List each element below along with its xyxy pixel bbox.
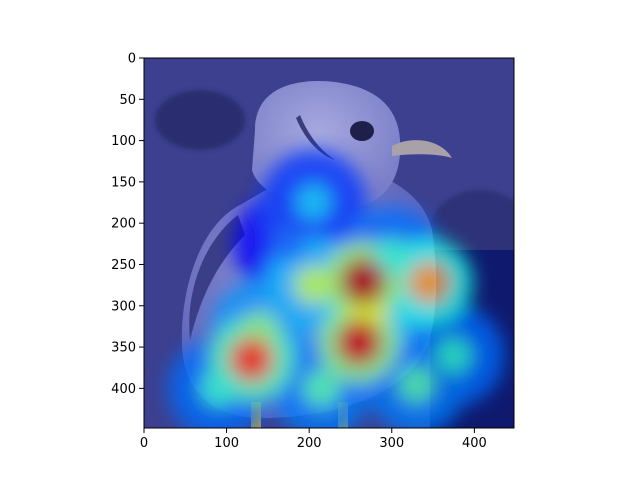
plot-area (144, 58, 514, 428)
heat-blob (296, 185, 331, 220)
heat-blob (272, 227, 305, 261)
heat-blob (339, 257, 387, 305)
heat-blob (407, 261, 451, 304)
axes-frame (143, 57, 515, 429)
x-tick-label: 200 (297, 436, 322, 451)
y-tick-label: 250 (111, 258, 136, 273)
x-tick-label: 100 (214, 436, 239, 451)
x-tick-label: 0 (140, 436, 148, 451)
x-axis: 0 100 200 300 400 (140, 428, 487, 451)
heat-blob (303, 369, 341, 407)
bird-beak (392, 140, 452, 158)
y-tick-label: 350 (111, 341, 136, 356)
y-tick-label: 0 (128, 52, 136, 67)
x-tick-label: 300 (379, 436, 404, 451)
heat-blob (335, 319, 382, 367)
heat-blob (229, 337, 274, 382)
heatmap-overlay (167, 149, 505, 428)
heat-blob (200, 370, 237, 407)
y-tick-label: 50 (119, 93, 136, 108)
y-tick-label: 150 (111, 175, 136, 190)
y-tick-label: 100 (111, 134, 136, 149)
y-tick-label: 200 (111, 217, 136, 232)
x-tick-label: 400 (462, 436, 487, 451)
heat-blob (373, 238, 410, 275)
heat-blob (293, 265, 333, 305)
heat-blob (398, 365, 436, 403)
background-shadow (155, 90, 245, 150)
y-tick-label: 400 (111, 382, 136, 397)
bird-eye (350, 121, 374, 141)
y-axis: 0 50 100 150 200 250 300 350 400 (111, 52, 144, 397)
y-tick-label: 300 (111, 299, 136, 314)
bird-eye-marking (296, 115, 335, 160)
heat-blob (435, 337, 472, 374)
bird-wing (189, 215, 245, 340)
